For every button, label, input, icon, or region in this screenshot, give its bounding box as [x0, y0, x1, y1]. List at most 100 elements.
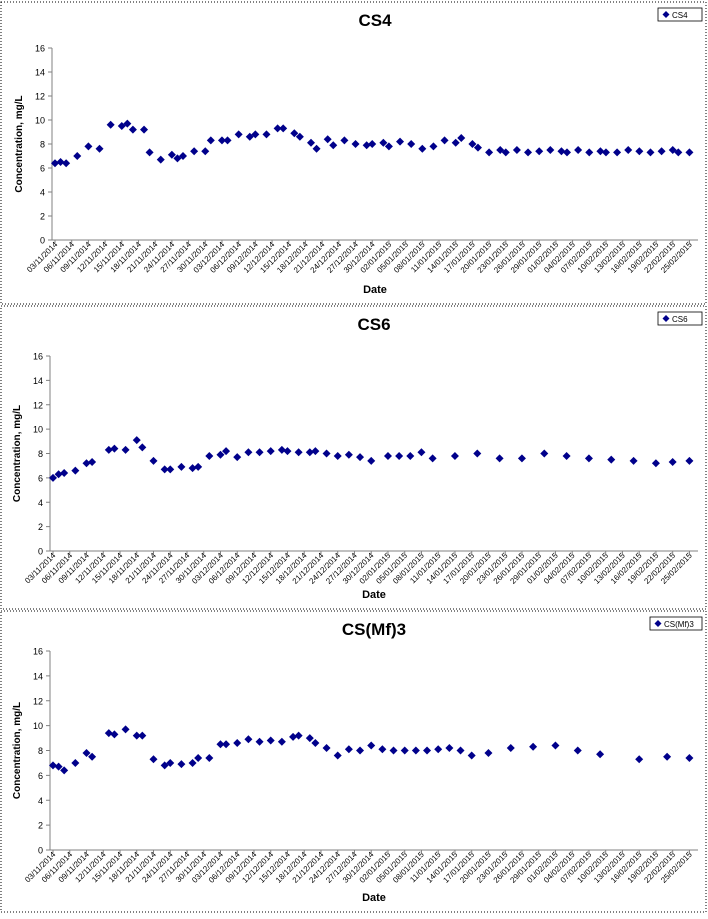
data-point [535, 147, 544, 156]
y-tick-label: 8 [38, 449, 43, 459]
y-tick-label: 10 [35, 116, 45, 126]
data-point [104, 445, 113, 454]
data-point [344, 745, 353, 754]
data-point [49, 761, 57, 770]
data-point [629, 456, 638, 465]
data-point [383, 451, 392, 460]
y-tick-label: 14 [33, 671, 43, 681]
data-point [367, 741, 376, 750]
legend-box [649, 616, 703, 631]
data-point [223, 136, 232, 145]
y-tick-label: 12 [33, 400, 43, 410]
data-point [166, 758, 175, 767]
data-point [344, 450, 353, 459]
data-point [279, 124, 288, 133]
data-point [584, 454, 593, 463]
data-point [351, 140, 360, 148]
data-point [244, 448, 253, 457]
data-point [121, 725, 130, 734]
data-point [123, 119, 132, 128]
data-point [540, 449, 549, 458]
data-point [389, 746, 398, 755]
data-point [501, 148, 510, 157]
data-point [573, 746, 582, 755]
data-point [149, 456, 158, 465]
data-point [362, 141, 371, 150]
data-point [60, 469, 69, 477]
data-point [194, 753, 203, 762]
data-point [473, 143, 482, 152]
data-point [607, 455, 616, 464]
data-point [179, 152, 187, 160]
y-tick-label: 12 [35, 92, 45, 102]
y-tick-label: 2 [38, 522, 43, 532]
data-point [367, 456, 376, 465]
data-point [456, 746, 465, 755]
y-tick-label: 6 [40, 164, 45, 174]
legend-box [657, 7, 703, 22]
data-point [322, 744, 331, 753]
data-point [71, 758, 80, 767]
x-axis-label: Date [363, 284, 387, 296]
data-point [138, 731, 147, 740]
data-point [457, 134, 466, 142]
data-point [307, 138, 315, 147]
data-point [562, 451, 571, 460]
data-point [440, 136, 449, 145]
data-point [529, 742, 538, 751]
data-point [73, 152, 82, 160]
y-tick-label: 2 [40, 212, 45, 222]
y-tick-label: 6 [38, 473, 43, 483]
y-axis-label: Concentration, mg/L [12, 702, 23, 799]
data-point [423, 746, 432, 755]
data-point [674, 148, 683, 157]
data-point [266, 447, 275, 456]
data-point [222, 447, 231, 456]
data-point [289, 732, 298, 741]
data-point [205, 753, 214, 762]
legend-label: CS(Mf)3 [664, 620, 694, 629]
data-point [49, 473, 57, 482]
data-point [216, 740, 225, 749]
data-point [651, 459, 660, 468]
y-tick-label: 10 [33, 721, 43, 731]
data-point [524, 148, 533, 157]
legend-box [657, 311, 703, 326]
data-point [574, 146, 583, 154]
y-tick-label: 4 [40, 188, 45, 198]
data-point [340, 136, 349, 145]
data-point [62, 159, 71, 168]
data-point [668, 458, 677, 467]
data-point [312, 144, 321, 153]
chart-panel-border [0, 610, 707, 913]
data-point [104, 729, 113, 738]
data-point [429, 142, 438, 151]
data-point [563, 148, 571, 157]
data-point [323, 135, 332, 144]
y-tick-label: 0 [40, 236, 45, 246]
data-point [277, 445, 286, 454]
data-point [635, 147, 644, 156]
data-point [473, 449, 482, 458]
data-point [333, 451, 342, 460]
legend-marker [662, 11, 670, 18]
data-point [82, 459, 91, 468]
y-tick-label: 8 [38, 746, 43, 756]
data-point [517, 454, 526, 463]
data-point [311, 447, 320, 456]
data-point [201, 147, 210, 156]
data-point [255, 737, 264, 746]
data-point [95, 144, 104, 153]
data-point [468, 140, 477, 148]
data-point [160, 761, 169, 770]
data-point [512, 146, 521, 154]
chart-title: CS6 [357, 315, 390, 334]
data-point [56, 158, 65, 166]
y-tick-label: 4 [38, 796, 43, 806]
data-point [395, 451, 404, 460]
chart-title: CS4 [358, 11, 392, 30]
data-point [356, 746, 365, 755]
y-tick-label: 0 [38, 547, 43, 557]
data-point [396, 137, 405, 146]
